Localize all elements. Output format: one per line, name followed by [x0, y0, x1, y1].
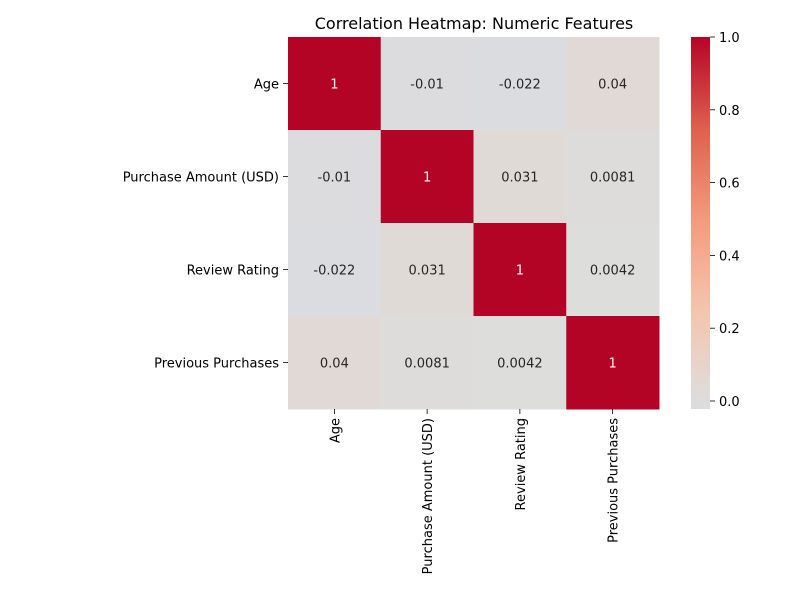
cell-value-label: 0.0081 — [404, 357, 450, 372]
x-tick-label: Purchase Amount (USD) — [421, 418, 436, 574]
colorbar-tick-label: 0.0 — [719, 395, 740, 410]
heatmap-cell — [566, 316, 660, 410]
cell-value-label: 0.0081 — [590, 171, 636, 186]
heatmap-cell — [380, 130, 474, 224]
cell-value-label: -0.01 — [410, 78, 444, 93]
cell-value-label: 0.0042 — [497, 357, 543, 372]
heatmap-cell — [473, 316, 567, 410]
colorbar-tick-label: 0.8 — [719, 104, 740, 119]
heatmap-cell — [380, 37, 474, 131]
cell-value-label: 0.031 — [501, 171, 538, 186]
heatmap-cell — [566, 223, 660, 317]
cell-value-label: 0.04 — [598, 78, 627, 93]
cell-value-label: 0.04 — [320, 357, 349, 372]
y-tick-label: Previous Purchases — [154, 357, 279, 372]
colorbar-tick-label: 1.0 — [719, 31, 740, 46]
heatmap-cell — [473, 130, 567, 224]
chart-title: Correlation Heatmap: Numeric Features — [315, 14, 634, 33]
y-tick-label: Purchase Amount (USD) — [123, 171, 279, 186]
colorbar-tick-label: 0.4 — [719, 249, 740, 264]
y-tick-label: Age — [254, 78, 279, 93]
cell-value-label: -0.022 — [313, 264, 355, 279]
cell-value-label: 0.031 — [409, 264, 446, 279]
heatmap-cell — [380, 223, 474, 317]
heatmap-cells — [288, 37, 660, 410]
cell-value-label: 1 — [516, 264, 524, 279]
cell-value-label: 0.0042 — [590, 264, 636, 279]
heatmap-cell — [566, 130, 660, 224]
cell-value-label: 1 — [608, 357, 616, 372]
x-tick-label: Review Rating — [514, 418, 529, 510]
colorbar-tick-label: 0.2 — [719, 322, 740, 337]
cell-value-label: 1 — [423, 171, 431, 186]
heatmap-cell — [288, 130, 382, 224]
y-tick-label: Review Rating — [187, 264, 279, 279]
heatmap-cell-labels: 1 -0.01 -0.022 0.04 -0.01 1 0.031 0.0081 -0.022 0… — [313, 78, 635, 372]
heatmap-cell — [566, 37, 660, 131]
cell-value-label: 1 — [330, 78, 338, 93]
heatmap-cell — [380, 316, 474, 410]
x-axis: Age Purchase Amount (USD) Review Rating Pre… — [328, 409, 622, 574]
colorbar-tick-label: 0.6 — [719, 177, 740, 192]
y-axis: Age Purchase Amount (USD) Review Rating Pre… — [123, 78, 288, 372]
heatmap-cell — [288, 223, 382, 317]
colorbar-gradient — [691, 37, 710, 409]
cell-value-label: -0.01 — [318, 171, 352, 186]
heatmap-cell — [473, 223, 567, 317]
heatmap-cell — [288, 316, 382, 410]
heatmap-cell — [288, 37, 382, 131]
colorbar: 0.0 0.2 0.4 0.6 0.8 1.0 — [691, 31, 740, 410]
heatmap-cell — [473, 37, 567, 131]
x-tick-label: Age — [328, 418, 343, 443]
x-tick-label: Previous Purchases — [607, 418, 622, 543]
cell-value-label: -0.022 — [499, 78, 541, 93]
